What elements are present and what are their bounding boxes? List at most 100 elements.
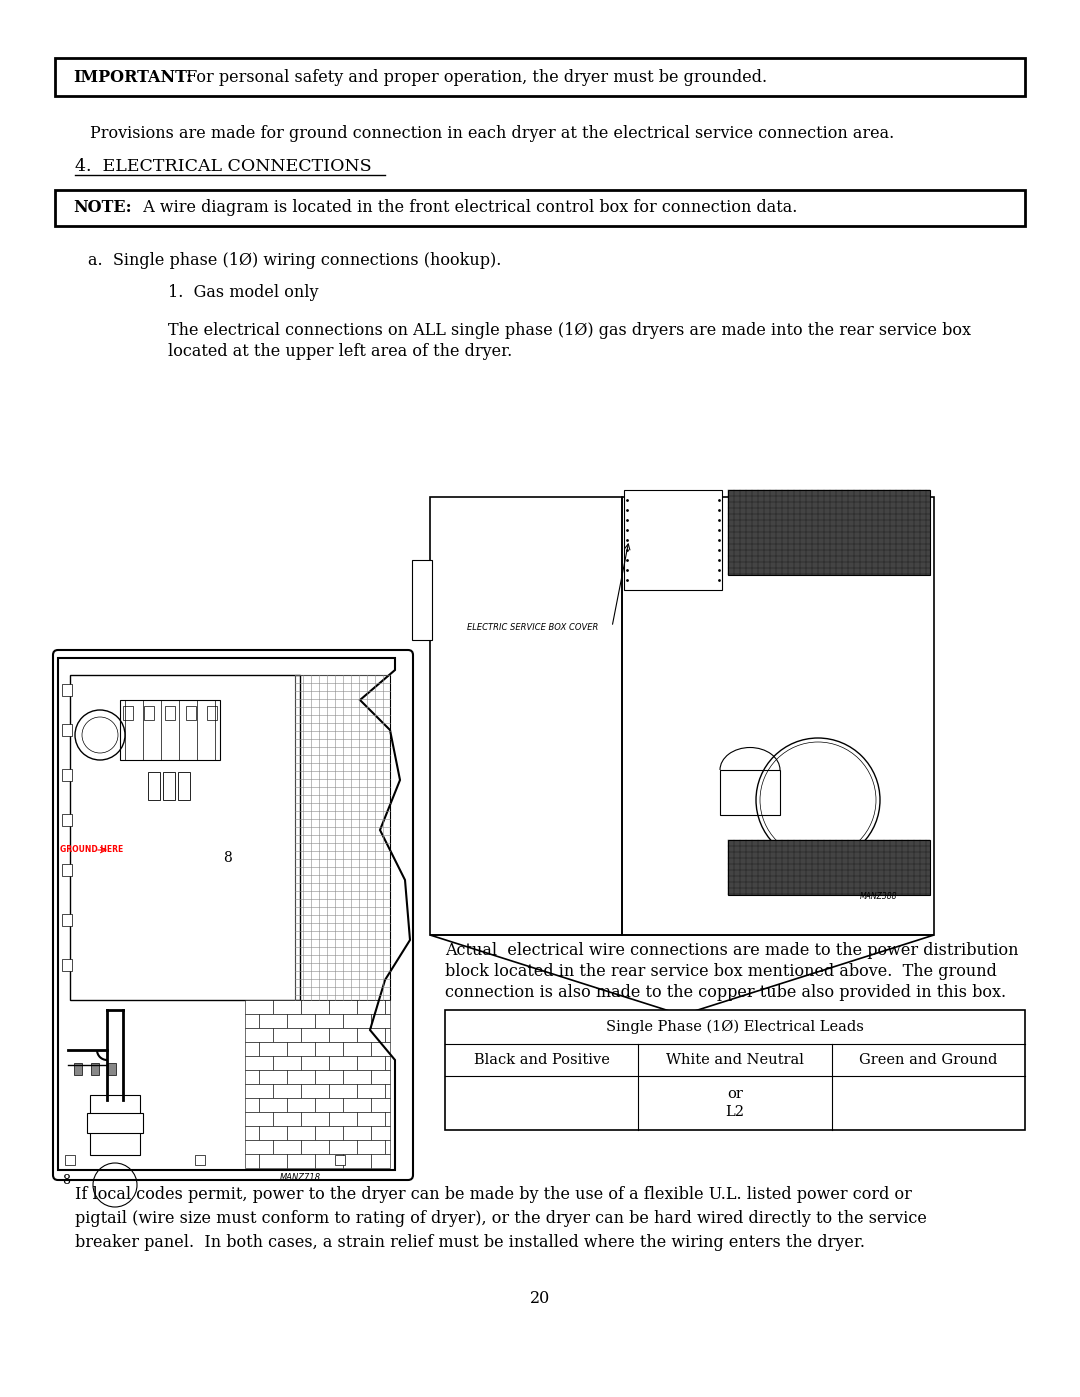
Bar [259,1070,287,1084]
Bar [165,705,175,719]
Text: Black and Positive: Black and Positive [474,1053,609,1067]
Bar [329,1112,357,1126]
Text: block located in the rear service box mentioned above.  The ground: block located in the rear service box me… [445,963,997,981]
Text: If local codes permit, power to the dryer can be made by the use of a flexible U: If local codes permit, power to the drye… [75,1186,912,1203]
Bar [55,190,1025,226]
Bar [372,1154,390,1168]
Bar [357,1000,384,1014]
Bar [315,1154,343,1168]
Bar [372,1126,390,1140]
Bar [62,814,72,826]
Bar [62,685,72,696]
Text: 8: 8 [224,851,232,865]
Text: GROUND HERE: GROUND HERE [60,845,123,855]
Bar [273,1140,301,1154]
Bar [87,1113,143,1133]
Bar [372,1098,390,1112]
Bar [259,1126,287,1140]
Text: or
L2: or L2 [726,1087,744,1119]
Bar [329,1084,357,1098]
Bar [245,1042,259,1056]
Bar [287,1042,315,1056]
Bar [245,1140,273,1154]
Bar [186,705,195,719]
Bar [343,1070,372,1084]
Bar [372,1042,390,1056]
Bar [245,1112,273,1126]
Bar [329,1056,357,1070]
Bar [445,1010,1025,1130]
Bar [343,1126,372,1140]
Bar [357,1084,384,1098]
Bar [384,1000,390,1014]
Bar [207,705,217,719]
Bar [301,1112,329,1126]
Text: 8: 8 [62,1173,70,1187]
Bar [245,1028,273,1042]
Bar [287,1098,315,1112]
Bar [245,1014,259,1028]
Bar [273,1112,301,1126]
Bar [91,1063,99,1076]
Bar [301,1000,329,1014]
Text: a.  Single phase (1Ø) wiring connections (hookup).: a. Single phase (1Ø) wiring connections … [87,251,501,270]
Bar [195,1155,205,1165]
Bar [384,1140,390,1154]
Bar [357,1140,384,1154]
Bar [295,675,390,1000]
Bar [245,1098,259,1112]
Text: Actual  electrical wire connections are made to the power distribution: Actual electrical wire connections are m… [445,942,1018,958]
Bar [384,1056,390,1070]
Bar [62,958,72,971]
Bar [728,490,930,576]
Bar [315,1070,343,1084]
Bar [287,1154,315,1168]
Text: located at the upper left area of the dryer.: located at the upper left area of the dr… [168,344,512,360]
Bar [357,1112,384,1126]
Bar [245,1084,273,1098]
FancyBboxPatch shape [53,650,413,1180]
Text: MANZ388: MANZ388 [860,893,897,901]
Text: breaker panel.  In both cases, a strain relief must be installed where the wirin: breaker panel. In both cases, a strain r… [75,1234,865,1250]
Text: A wire diagram is located in the front electrical control box for connection dat: A wire diagram is located in the front e… [133,200,797,217]
Bar [259,1042,287,1056]
Text: 20: 20 [530,1289,550,1308]
Bar [108,1063,116,1076]
Bar [90,1095,140,1155]
Bar [728,840,930,895]
Bar [384,1084,390,1098]
Text: Green and Ground: Green and Ground [860,1053,998,1067]
Bar [123,705,133,719]
Bar [259,1098,287,1112]
Text: Single Phase (1Ø) Electrical Leads: Single Phase (1Ø) Electrical Leads [606,1020,864,1034]
Bar [329,1140,357,1154]
Bar [273,1000,301,1014]
Text: The electrical connections on ALL single phase (1Ø) gas dryers are made into the: The electrical connections on ALL single… [168,321,971,339]
Bar [372,1014,390,1028]
Bar [384,1112,390,1126]
Text: ELECTRIC SERVICE BOX COVER: ELECTRIC SERVICE BOX COVER [467,623,598,631]
Bar [343,1014,372,1028]
Bar [624,490,723,590]
Bar [259,1154,287,1168]
Bar [62,768,72,781]
Bar [301,1140,329,1154]
Bar [315,1098,343,1112]
Bar [245,1000,273,1014]
Bar [245,1154,259,1168]
Text: connection is also made to the copper tube also provided in this box.: connection is also made to the copper tu… [445,983,1007,1002]
Text: For personal safety and proper operation, the dryer must be grounded.: For personal safety and proper operation… [181,68,767,85]
Bar [163,773,175,800]
Bar [120,700,220,760]
Bar [273,1056,301,1070]
Bar [65,1155,75,1165]
Bar [720,770,780,814]
Bar [384,1028,390,1042]
Bar [343,1154,372,1168]
Bar [178,773,190,800]
Bar [62,724,72,736]
Bar [315,1126,343,1140]
Bar [273,1028,301,1042]
Bar [245,1126,259,1140]
Bar [287,1126,315,1140]
